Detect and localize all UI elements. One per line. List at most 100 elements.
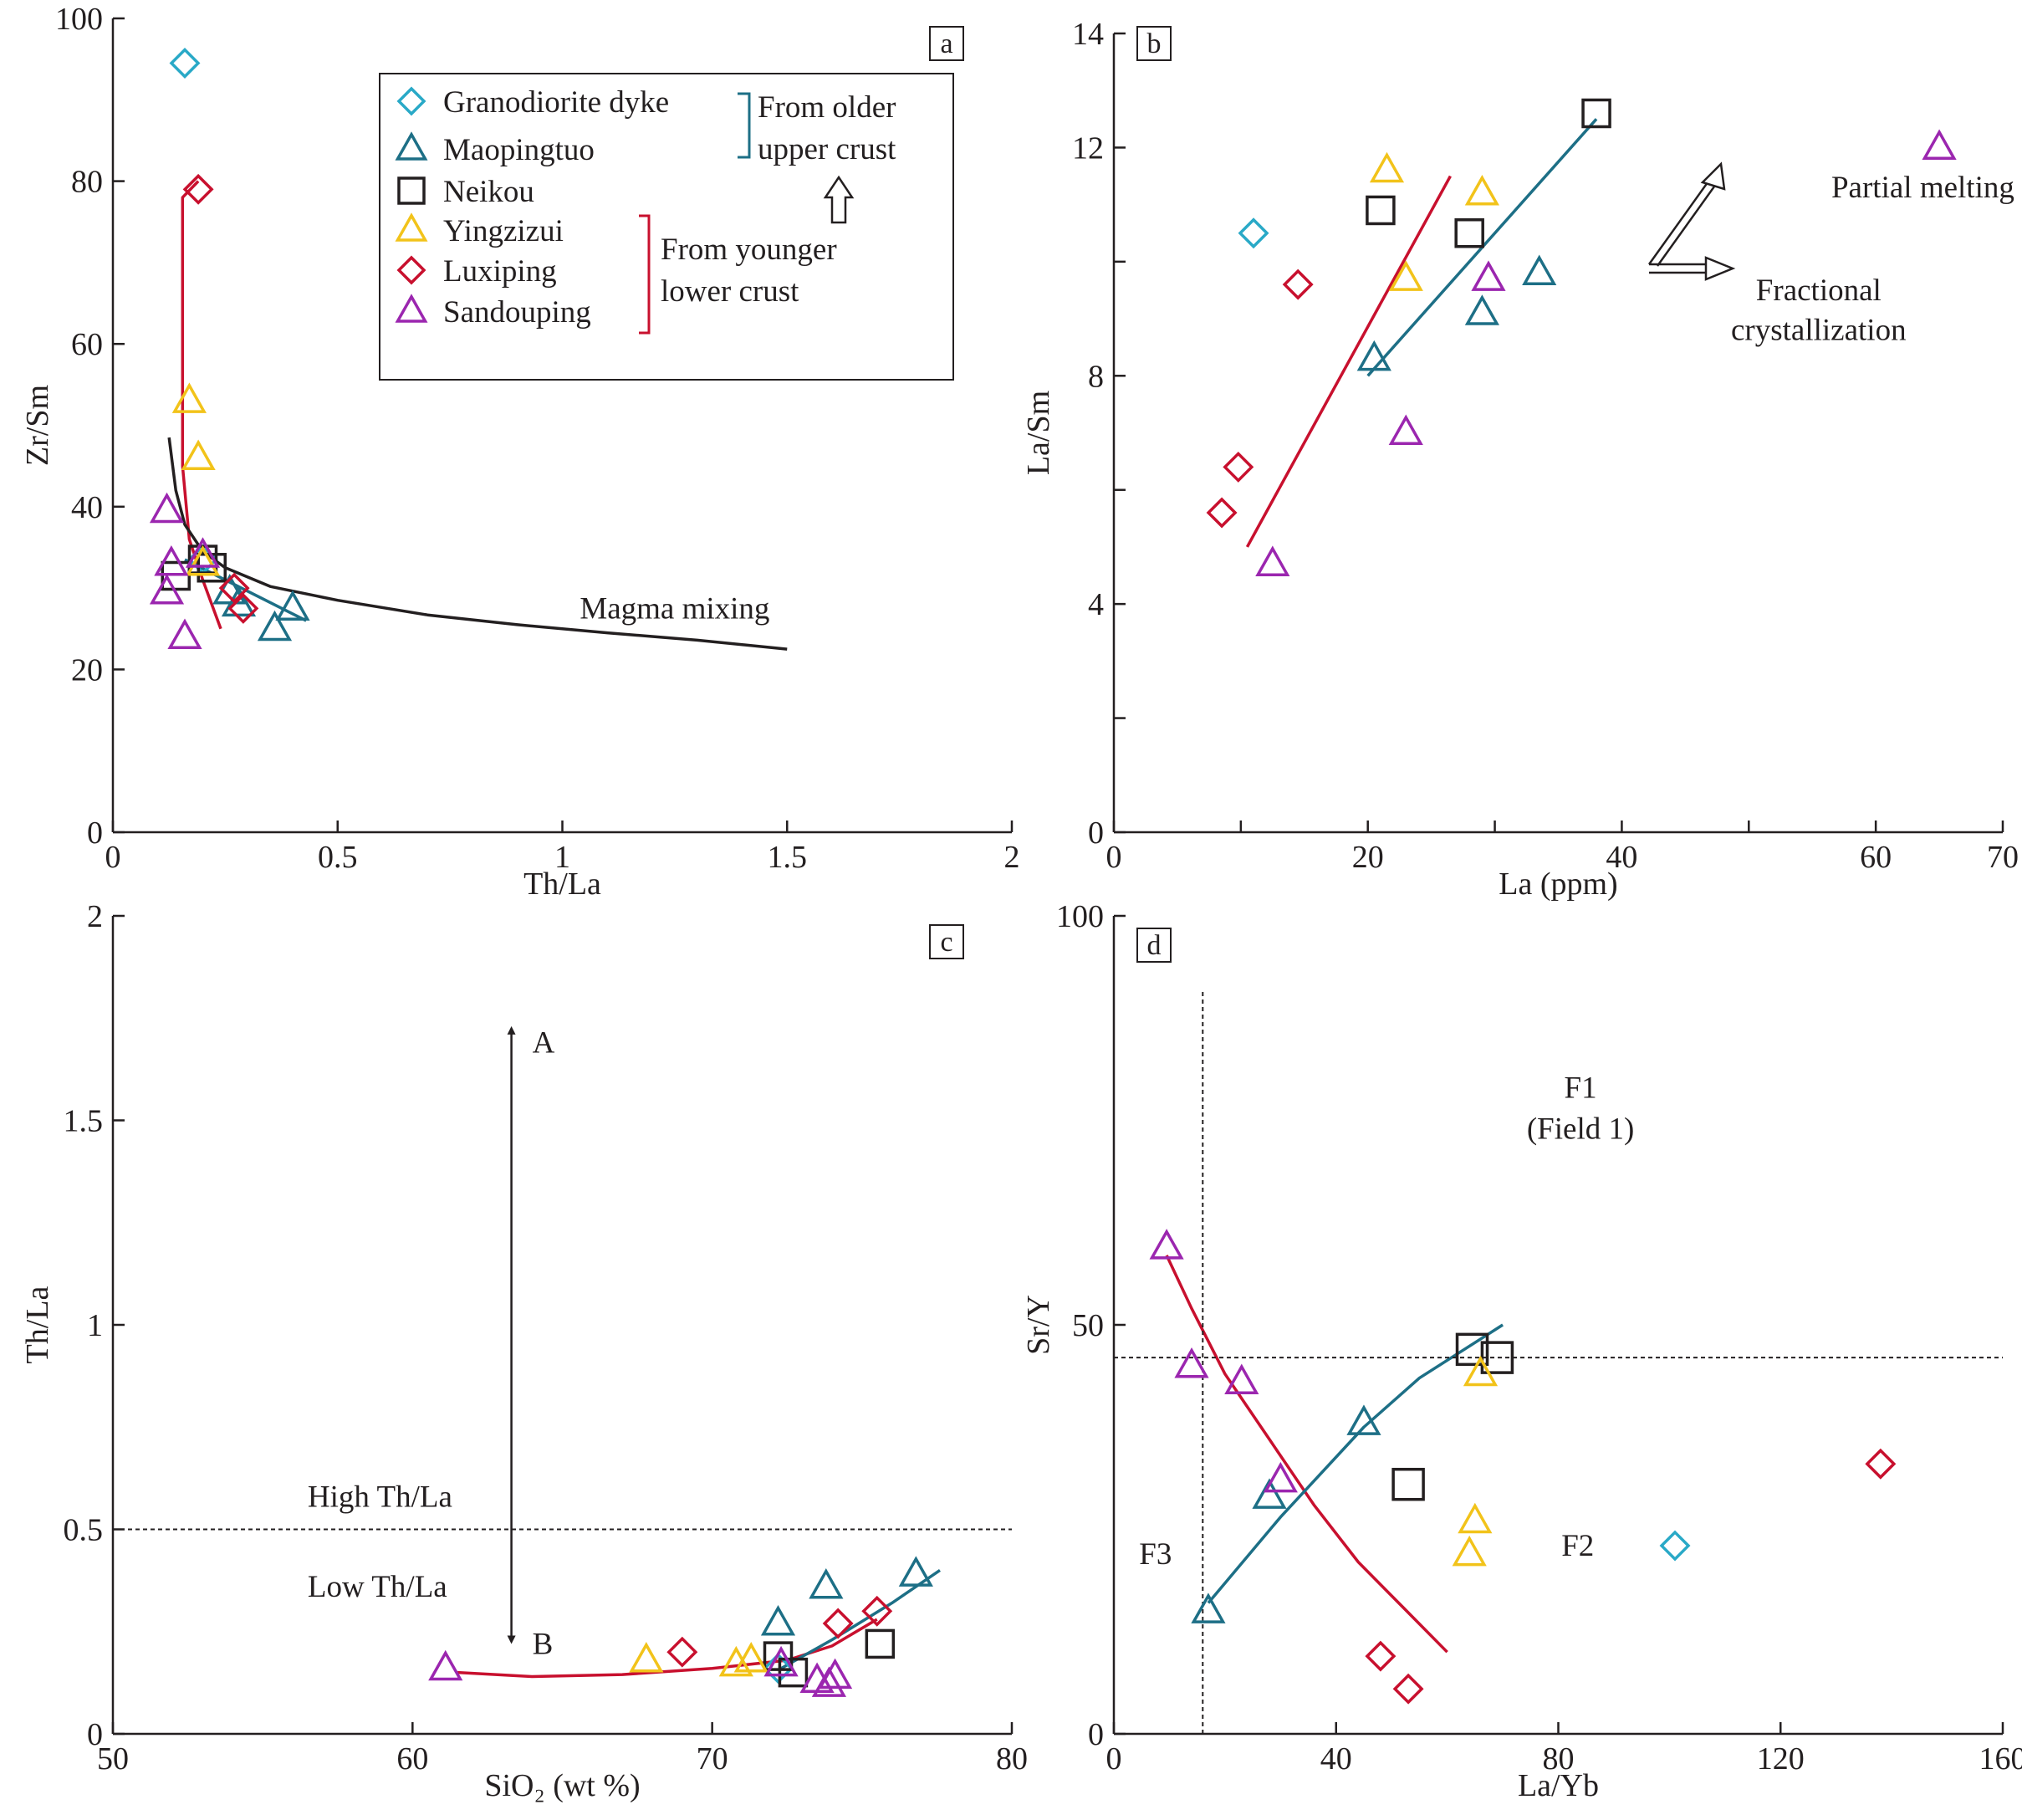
annotation: crystallization (1731, 314, 1907, 348)
legend-sandouping-marker (395, 294, 428, 323)
sandouping-point (1388, 414, 1423, 446)
y-tick-label: 80 (71, 165, 103, 200)
y-tick-label: 0 (87, 815, 103, 851)
luxiping-point (218, 572, 250, 604)
sandouping-point (1255, 545, 1290, 576)
sandouping-point (763, 1645, 799, 1677)
neikou-point (1581, 98, 1611, 129)
panel-a-points (149, 48, 310, 650)
maopingtuo-point (1191, 1592, 1226, 1623)
legend-label-maopingtuo: Maopingtuo (443, 133, 595, 167)
annotation: F1 (1565, 1071, 1597, 1105)
luxiping-point (1282, 268, 1314, 300)
x-tick-label: 120 (1757, 1741, 1805, 1777)
x-tick-label: 1.5 (768, 840, 808, 875)
panel-d-ticks: 0 40 80 120 160 0 50 100 (1056, 899, 2022, 1777)
yingzizui-point (171, 382, 207, 413)
annotation: B (533, 1627, 554, 1661)
y-tick-label: 20 (71, 652, 103, 688)
sandouping-point (428, 1649, 463, 1681)
legend-younger-line2: lower crust (661, 274, 799, 309)
y-tick-label: 0 (1088, 1717, 1104, 1752)
y-tick-label: 4 (1088, 587, 1104, 622)
y-tick-label: 60 (71, 327, 103, 362)
maopingtuo-point (809, 1567, 844, 1599)
annotation: Fractional (1756, 274, 1882, 308)
luxiping-point (666, 1636, 698, 1668)
x-tick-label: 0.5 (318, 840, 358, 875)
maopingtuo-point (1252, 1478, 1287, 1509)
x-tick-label: 70 (697, 1741, 728, 1777)
fractional-crystallization-arrow-icon (1649, 256, 1736, 281)
sandouping-point (1149, 1229, 1184, 1260)
y-tick-label: 14 (1072, 17, 1104, 52)
panel-b-points (1206, 98, 1957, 576)
x-tick-label: 2 (1004, 840, 1020, 875)
luxiping-trend-line (1165, 1255, 1448, 1654)
legend-bracket-younger (639, 214, 651, 335)
panel-d-frame (1112, 916, 2003, 1736)
sandouping-point (1174, 1347, 1209, 1378)
yingzizui-point (629, 1642, 664, 1673)
maopingtuo-point (1346, 1404, 1381, 1435)
luxiping-point (182, 173, 214, 205)
panel-c-y-label: Th/La (20, 1286, 55, 1363)
y-tick-label: 100 (55, 2, 103, 37)
neikou-point (1455, 1332, 1489, 1367)
panel-b-ticks: 0 20 40 60 70 0 4 8 12 14 (1072, 17, 2019, 875)
sandouping-point (149, 492, 185, 524)
annotation: F2 (1561, 1529, 1594, 1563)
panel-d-label-box (1136, 928, 1172, 963)
y-tick-label: 12 (1072, 130, 1104, 166)
annotation: A (533, 1026, 555, 1061)
x-tick-label: 0 (105, 840, 121, 875)
y-tick-label: 40 (71, 490, 103, 525)
yingzizui-point (1452, 1535, 1487, 1567)
maopingtuo-point (257, 610, 293, 642)
partial-melting-arrow-icon (1647, 161, 1726, 267)
neikou-point (778, 1657, 809, 1688)
x-tick-label: 50 (97, 1741, 129, 1777)
sandouping-point (817, 1658, 853, 1690)
x-tick-label: 80 (996, 1741, 1028, 1777)
maopingtuo-point (1356, 340, 1391, 371)
sandouping-point (1471, 260, 1506, 291)
y-tick-label: 0 (87, 1717, 103, 1752)
annotation: High Th/La (308, 1480, 452, 1514)
luxiping-point (227, 592, 259, 624)
legend-label-granodiorite: Granodiorite dyke (443, 85, 669, 120)
yingzizui-point (1458, 1502, 1493, 1534)
maopingtuo-trend-line (1207, 1323, 1504, 1604)
sandouping-point (154, 544, 189, 576)
legend-yingzizui-marker (395, 212, 428, 242)
panel-d-x-label: La/Yb (1518, 1768, 1599, 1803)
yingzizui-point (185, 544, 221, 576)
maopingtuo-point (898, 1556, 933, 1587)
panel-a-label: a (940, 28, 952, 59)
annotation: F3 (1139, 1537, 1172, 1572)
y-tick-label: 1.5 (64, 1104, 104, 1139)
panel-d-y-label: Sr/Y (1021, 1295, 1056, 1355)
neikou-point (161, 560, 191, 591)
panel-c-x-label: SiO₂ (wt %) (484, 1768, 640, 1803)
x-tick-label: 0 (1106, 1741, 1122, 1777)
y-tick-label: 0.5 (64, 1513, 104, 1548)
y-tick-label: 8 (1088, 359, 1104, 394)
legend-older-line2: upper crust (758, 132, 896, 166)
panel-d-annotations: F1 (Field 1) F2 F3 (1139, 1071, 1634, 1571)
yingzizui-point (1463, 1355, 1499, 1387)
luxiping-point (861, 1595, 893, 1627)
legend-label-neikou: Neikou (443, 175, 534, 209)
yingzizui-point (1464, 175, 1499, 206)
panel-b-x-label: La (ppm) (1499, 867, 1617, 902)
y-tick-label: 0 (1088, 815, 1104, 851)
maopingtuo-point (1464, 294, 1499, 325)
luxiping-point (1865, 1448, 1897, 1480)
legend-label-luxiping: Luxiping (443, 254, 557, 289)
x-tick-label: 40 (1606, 840, 1637, 875)
neikou-point (1480, 1341, 1514, 1374)
sandouping-point (1263, 1461, 1298, 1493)
legend-label-sandouping: Sandouping (443, 295, 591, 330)
neikou-point (865, 1628, 896, 1659)
